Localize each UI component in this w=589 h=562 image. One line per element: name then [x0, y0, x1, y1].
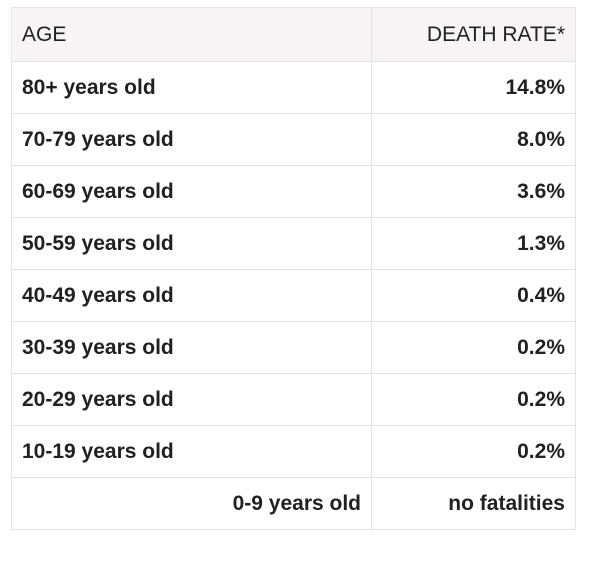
table-row: 60-69 years old 3.6%: [11, 165, 576, 218]
table-row: 70-79 years old 8.0%: [11, 113, 576, 166]
table-row: 10-19 years old 0.2%: [11, 425, 576, 478]
rate-cell: 0.2%: [371, 425, 576, 478]
rate-cell: no fatalities: [371, 477, 576, 530]
age-cell: 80+ years old: [11, 61, 372, 114]
rate-cell: 3.6%: [371, 165, 576, 218]
age-cell: 0-9 years old: [11, 477, 372, 530]
rate-cell: 0.2%: [371, 321, 576, 374]
rate-cell: 8.0%: [371, 113, 576, 166]
death-rate-table-container: AGE DEATH RATE* 80+ years old 14.8% 70-7…: [11, 7, 576, 530]
age-cell: 10-19 years old: [11, 425, 372, 478]
rate-cell: 0.2%: [371, 373, 576, 426]
age-cell: 70-79 years old: [11, 113, 372, 166]
header-death-rate: DEATH RATE*: [371, 7, 576, 62]
death-rate-table: AGE DEATH RATE* 80+ years old 14.8% 70-7…: [11, 7, 576, 530]
rate-cell: 1.3%: [371, 217, 576, 270]
rate-cell: 0.4%: [371, 269, 576, 322]
header-age: AGE: [11, 7, 372, 62]
age-cell: 50-59 years old: [11, 217, 372, 270]
age-cell: 30-39 years old: [11, 321, 372, 374]
age-cell: 40-49 years old: [11, 269, 372, 322]
table-header-row: AGE DEATH RATE*: [11, 7, 576, 62]
table-row: 0-9 years old no fatalities: [11, 477, 576, 530]
table-row: 80+ years old 14.8%: [11, 61, 576, 114]
rate-cell: 14.8%: [371, 61, 576, 114]
table-row: 20-29 years old 0.2%: [11, 373, 576, 426]
table-row: 50-59 years old 1.3%: [11, 217, 576, 270]
age-cell: 20-29 years old: [11, 373, 372, 426]
age-cell: 60-69 years old: [11, 165, 372, 218]
table-row: 40-49 years old 0.4%: [11, 269, 576, 322]
table-row: 30-39 years old 0.2%: [11, 321, 576, 374]
